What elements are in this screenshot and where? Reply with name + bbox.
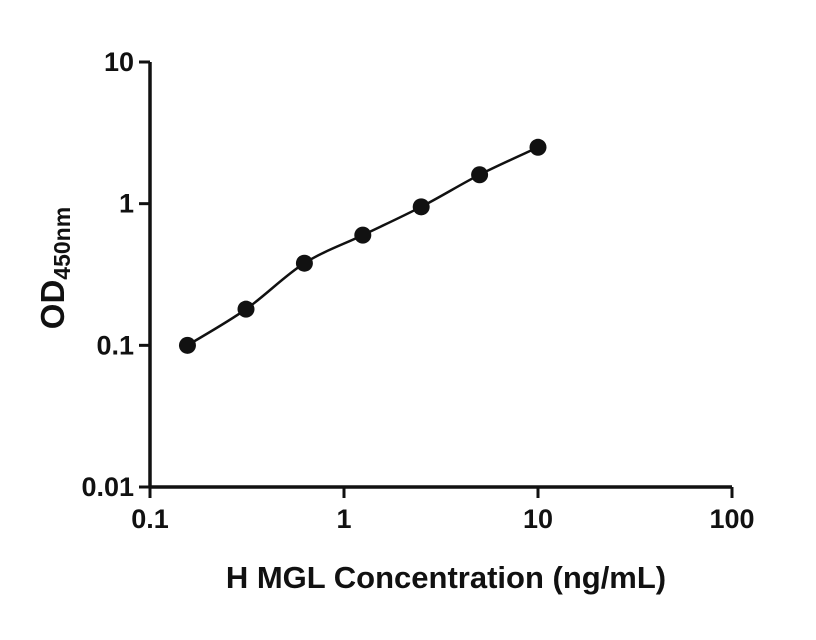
y-axis-label-main: OD — [34, 279, 71, 330]
y-tick-label: 1 — [119, 189, 134, 219]
x-axis-label: H MGL Concentration (ng/mL) — [225, 560, 667, 595]
y-tick-label: 0.1 — [96, 330, 134, 360]
y-tick-label: 0.01 — [81, 472, 134, 502]
x-tick-label: 1 — [336, 504, 351, 534]
data-point — [471, 166, 489, 184]
data-point — [295, 254, 313, 272]
data-point — [529, 138, 547, 156]
data-point — [354, 226, 372, 244]
x-tick-label: 10 — [523, 504, 553, 534]
x-tick-label: 100 — [709, 504, 754, 534]
x-tick-label: 0.1 — [131, 504, 169, 534]
y-axis-label-sub: 450nm — [49, 206, 75, 280]
y-tick-label: 10 — [104, 47, 134, 77]
y-axis-label: OD450nm — [34, 207, 76, 329]
data-point — [178, 336, 196, 354]
data-point — [412, 198, 430, 216]
data-point — [237, 300, 255, 318]
